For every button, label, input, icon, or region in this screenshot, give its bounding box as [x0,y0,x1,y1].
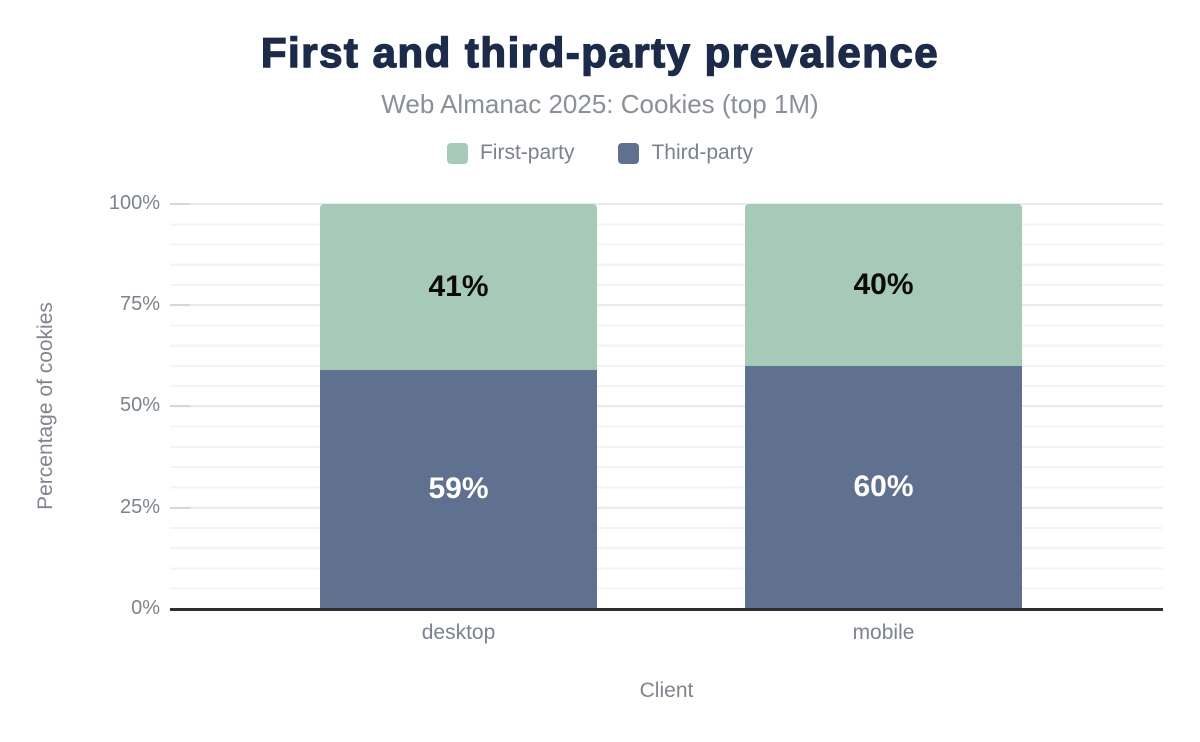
bar-mobile: 40% 60% [745,204,1022,608]
y-tickmark-75 [170,304,190,306]
gridline-25 [170,507,1163,509]
bar-mobile-third-party-value: 60% [853,469,914,503]
bar-desktop-first-party-segment: 41% [320,204,597,370]
gridline-75 [170,304,1163,306]
bar-mobile-third-party-segment: 60% [745,365,1022,608]
legend-swatch-third-party [618,142,640,164]
y-tickmark-50 [170,405,190,407]
legend-item-first-party: First-party [446,141,575,165]
chart-subtitle: Web Almanac 2025: Cookies (top 1M) [381,89,819,119]
y-tick-25: 25% [119,496,160,518]
x-axis-title: Client [639,679,694,702]
plot-area: 41% 59% 40% 60% [170,203,1163,611]
x-tick-mobile: mobile [852,621,915,644]
gridline-100 [170,203,1163,205]
legend-item-third-party: Third-party [618,141,753,165]
x-tick-desktop: desktop [421,621,496,644]
bar-desktop-third-party-value: 59% [428,471,489,505]
legend: First-party Third-party [0,141,1200,165]
bar-desktop-first-party-value: 41% [428,269,489,303]
bar-desktop: 41% 59% [320,204,597,608]
gridline-50 [170,405,1163,407]
legend-label-third-party: Third-party [651,141,754,164]
bar-mobile-first-party-value: 40% [853,267,914,301]
y-tick-50: 50% [119,394,160,416]
y-tick-75: 75% [119,293,160,315]
chart-title: First and third-party prevalence [260,29,940,76]
y-tick-100: 100% [108,192,160,214]
legend-label-first-party: First-party [479,141,575,164]
bar-mobile-first-party-segment: 40% [745,204,1022,366]
legend-swatch-first-party [446,142,468,164]
y-tickmark-100 [170,203,190,205]
y-tickmark-25 [170,507,190,509]
bar-desktop-third-party-segment: 59% [320,369,597,608]
y-tick-0: 0% [131,597,160,619]
